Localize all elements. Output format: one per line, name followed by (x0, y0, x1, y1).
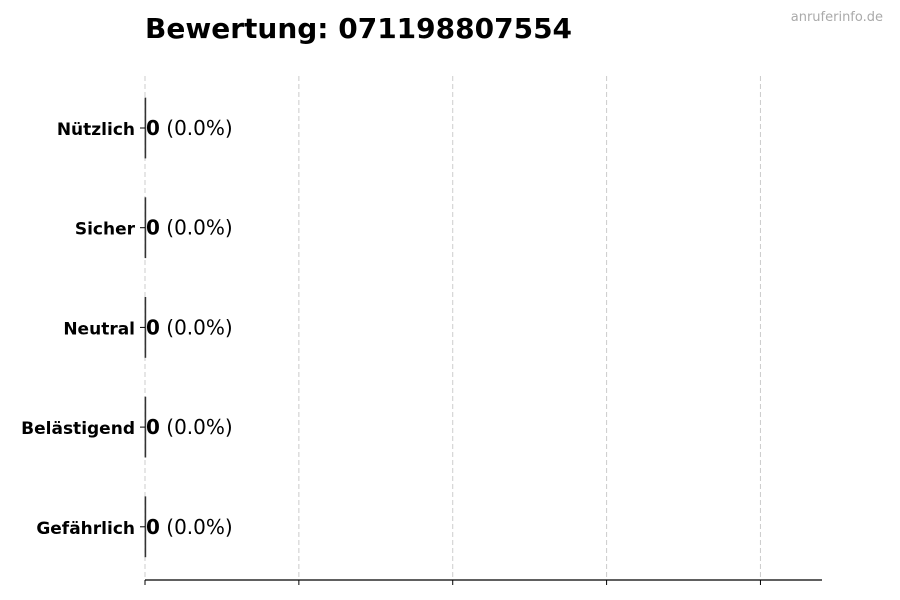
data-label: 0 (0.0%) (146, 415, 233, 439)
data-label-percent: (0.0%) (160, 315, 233, 339)
data-label: 0 (0.0%) (146, 515, 233, 539)
watermark: anruferinfo.de (790, 10, 883, 25)
data-label-count: 0 (146, 216, 160, 240)
data-label-count: 0 (146, 515, 160, 539)
data-label: 0 (0.0%) (146, 116, 233, 140)
category-label: Neutral (63, 319, 135, 339)
chart-title: Bewertung: 071198807554 (145, 12, 573, 45)
data-label-percent: (0.0%) (160, 116, 233, 140)
data-label: 0 (0.0%) (146, 315, 233, 339)
data-label-count: 0 (146, 116, 160, 140)
data-label-count: 0 (146, 315, 160, 339)
data-label-percent: (0.0%) (160, 216, 233, 240)
data-label-percent: (0.0%) (160, 415, 233, 439)
data-label-count: 0 (146, 415, 160, 439)
category-label: Belästigend (21, 419, 135, 439)
category-label: Gefährlich (36, 519, 135, 539)
data-label: 0 (0.0%) (146, 216, 233, 240)
data-label-percent: (0.0%) (160, 515, 233, 539)
category-label: Nützlich (57, 120, 135, 140)
category-label: Sicher (75, 220, 136, 240)
